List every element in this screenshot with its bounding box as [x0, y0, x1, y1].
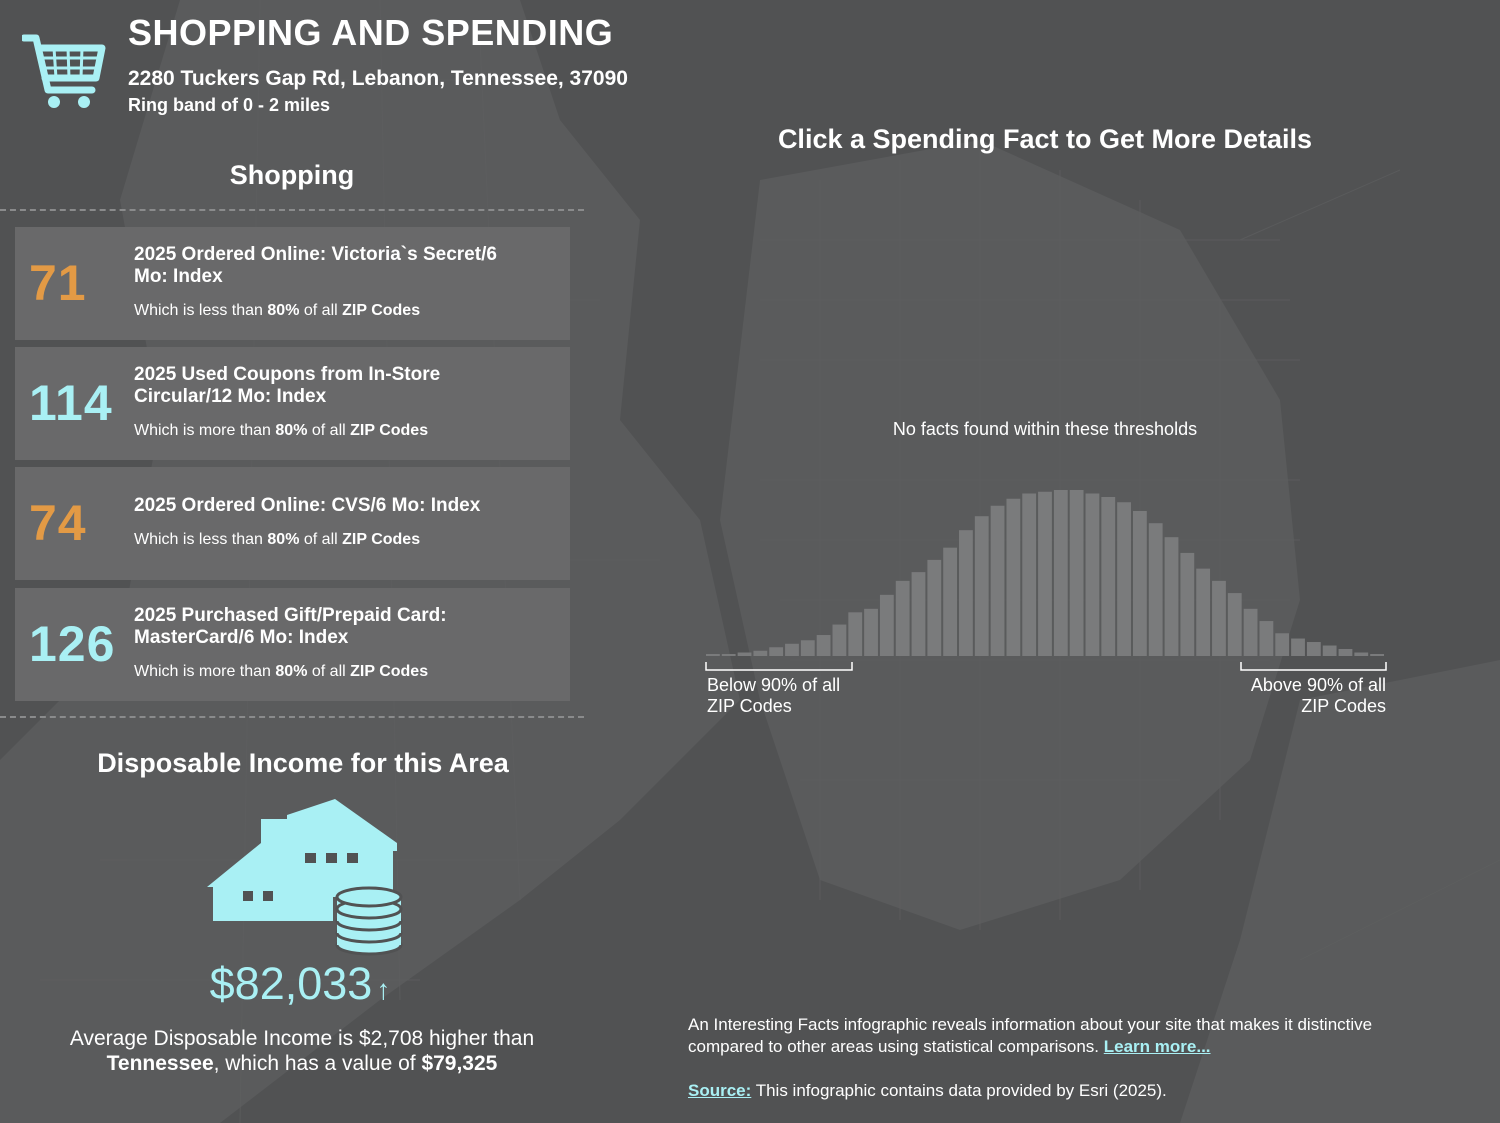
fact-card-victorias-secret[interactable]: 71 2025 Ordered Online: Victoria`s Secre…: [15, 227, 570, 340]
fact-comparison: Which is less than 80% of all ZIP Codes: [134, 302, 421, 319]
histogram-bar: [737, 652, 752, 656]
histogram-bar: [1354, 652, 1369, 656]
histogram-bar: [816, 635, 831, 656]
histogram-bar: [1275, 633, 1290, 656]
histogram-bar: [1306, 642, 1321, 656]
histogram-bar: [1227, 593, 1242, 656]
spending-details-heading: Click a Spending Fact to Get More Detail…: [777, 124, 1313, 154]
histogram-bar: [1038, 491, 1052, 656]
fact-value: 74: [29, 495, 87, 551]
fact-comparison: Which is more than 80% of all ZIP Codes: [134, 663, 429, 680]
fact-value: 71: [29, 255, 87, 311]
fact-card-cvs[interactable]: 74 2025 Ordered Online: CVS/6 Mo: Index …: [15, 467, 570, 580]
histogram-bar: [1259, 621, 1274, 656]
histogram-bar: [990, 505, 1005, 656]
fact-comparison: Which is less than 80% of all ZIP Codes: [134, 531, 421, 548]
histogram-bar: [753, 650, 768, 656]
above-threshold-label: Above 90% of all ZIP Codes: [1250, 675, 1386, 716]
histogram-bar: [1180, 552, 1195, 656]
source-link[interactable]: Source:: [688, 1081, 752, 1100]
histogram-bar: [769, 647, 784, 656]
histogram-bar: [1006, 498, 1021, 656]
histogram-bar: [1069, 490, 1084, 656]
histogram-bar: [1085, 493, 1100, 656]
up-arrow-icon: ↑: [376, 974, 391, 1005]
page-title: SHOPPING AND SPENDING: [128, 12, 614, 53]
histogram-bar: [848, 612, 863, 656]
below-bracket: [705, 662, 853, 671]
fact-card-used-coupons[interactable]: 114 2025 Used Coupons from In-Store Circ…: [15, 347, 570, 460]
histogram-bar: [864, 608, 878, 656]
distribution-histogram: [705, 490, 1387, 671]
histogram-bar: [1053, 490, 1068, 656]
histogram-bar: [1243, 608, 1258, 656]
histogram-bar: [1164, 537, 1179, 656]
histogram-bar: [1117, 502, 1131, 656]
histogram-bar: [927, 559, 942, 656]
section-divider: [0, 209, 584, 211]
section-divider: [0, 716, 584, 718]
site-address: 2280 Tuckers Gap Rd, Lebanon, Tennessee,…: [128, 67, 628, 90]
info-text: An Interesting Facts infographic reveals…: [688, 1015, 1373, 1056]
learn-more-link[interactable]: Learn more...: [1103, 1037, 1211, 1056]
income-value: $82,033: [209, 958, 373, 1009]
histogram-bar: [721, 654, 736, 656]
histogram-bar: [1338, 649, 1353, 656]
income-comparison: Average Disposable Income is $2,708 high…: [69, 1027, 535, 1075]
histogram-bar: [895, 580, 910, 656]
histogram-bar: [1022, 493, 1037, 656]
ring-band-label: Ring band of 0 - 2 miles: [128, 95, 331, 115]
histogram-bar: [1148, 523, 1163, 656]
histogram-bar: [1291, 638, 1305, 656]
histogram-bar: [1370, 654, 1384, 656]
source-text: Source: This infographic contains data p…: [688, 1081, 1167, 1100]
histogram-bar: [832, 624, 847, 656]
shopping-cart-icon: [22, 34, 106, 108]
below-threshold-label: Below 90% of all ZIP Codes: [707, 675, 841, 716]
above-bracket: [1240, 662, 1387, 671]
fact-title: 2025 Ordered Online: CVS/6 Mo: Index: [134, 495, 481, 516]
histogram-bar: [800, 640, 815, 656]
fact-title: 2025 Ordered Online: Victoria`s Secret/6…: [134, 244, 497, 287]
fact-title: 2025 Used Coupons from In-Store Circular…: [134, 364, 441, 407]
histogram-bar: [1212, 580, 1226, 656]
histogram-bar: [706, 654, 720, 656]
fact-card-gift-card[interactable]: 126 2025 Purchased Gift/Prepaid Card: Ma…: [15, 588, 570, 701]
fact-title: 2025 Purchased Gift/Prepaid Card: Master…: [134, 605, 447, 648]
histogram-bar: [1101, 496, 1116, 656]
histogram-bar: [974, 516, 989, 656]
histogram-bar: [879, 594, 894, 656]
fact-comparison: Which is more than 80% of all ZIP Codes: [134, 422, 429, 439]
fact-value: 114: [29, 375, 113, 431]
histogram-bar: [959, 530, 973, 656]
fact-value: 126: [29, 616, 116, 672]
income-heading: Disposable Income for this Area: [97, 748, 509, 778]
histogram-bar: [911, 572, 926, 656]
histogram-bar: [1196, 568, 1211, 656]
income-value-row: $82,033 ↑: [0, 958, 600, 1010]
histogram-bar: [1132, 510, 1147, 656]
histogram-bar: [1322, 645, 1337, 656]
shopping-heading: Shopping: [229, 160, 355, 190]
histogram-bar: [785, 643, 799, 656]
empty-state-message: No facts found within these thresholds: [892, 419, 1198, 439]
histogram-bar: [943, 547, 958, 656]
house-with-coins-icon: [207, 799, 403, 956]
